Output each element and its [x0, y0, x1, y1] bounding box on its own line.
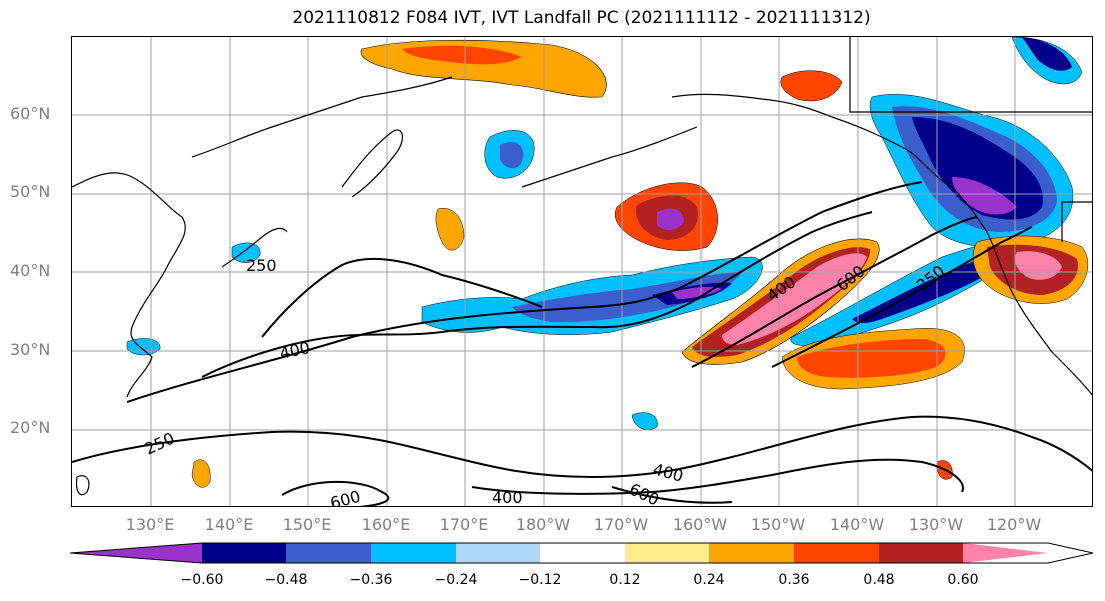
colorbar — [70, 542, 1094, 564]
colorbar-tick-9: 0.48 — [863, 572, 895, 588]
shade-yellowsea-blue — [126, 338, 161, 356]
lon-label-170e: 170°E — [439, 515, 489, 534]
contour-250-south — [72, 415, 1092, 479]
colorbar-tick-2: −0.48 — [264, 572, 308, 588]
contour-label-400-south: 400 — [492, 488, 523, 507]
coast-alaska — [671, 93, 953, 188]
coast-kamchatka — [341, 129, 404, 198]
contour-600-south-2 — [611, 486, 733, 504]
lon-label-140w: 140°W — [829, 515, 885, 534]
colorbar-bin-9 — [794, 543, 879, 563]
map-canvas: 250 400 250 600 400 400 600 250 400 600 — [72, 37, 1092, 507]
shade-bc-purple — [952, 177, 1017, 215]
contour-label-400-south-2: 400 — [651, 460, 685, 486]
lon-label-150w: 150°W — [750, 515, 806, 534]
colorbar-tick-10: 0.60 — [947, 572, 979, 588]
colorbar-tick-3: −0.36 — [349, 572, 393, 588]
colorbar-bin-7 — [625, 543, 709, 563]
lon-label-120w: 120°W — [986, 515, 1042, 534]
lon-label-160w: 160°W — [672, 515, 728, 534]
coast-philippines — [75, 475, 90, 496]
shade-alaska-orange — [780, 70, 843, 102]
shade-california-pink — [1015, 251, 1062, 280]
contour-label-250-japan: 250 — [246, 256, 277, 275]
colorbar-bin-10 — [879, 543, 963, 563]
colorbar-tick-1: −0.60 — [180, 572, 224, 588]
lat-label-60n: 60°N — [10, 104, 51, 123]
lon-label-130e: 130°E — [125, 515, 175, 534]
contour-label-250-west: 250 — [142, 428, 178, 458]
contour-600-ne — [691, 216, 978, 368]
ivt-contours — [72, 181, 1092, 506]
colorbar-bin-3 — [286, 543, 371, 563]
colorbar-bin-11 — [963, 543, 1048, 563]
shading-layer — [126, 37, 1089, 488]
contour-label-600-south: 600 — [328, 487, 362, 507]
lon-label-170w: 170°W — [593, 515, 649, 534]
colorbar-tick-4: −0.24 — [434, 572, 478, 588]
shade-mid-orange — [435, 207, 465, 251]
coast-japan — [221, 227, 288, 268]
shade-ne-pacific-pink — [722, 253, 867, 345]
contour-label-600-south-2: 600 — [626, 479, 662, 507]
border-box-nw — [849, 37, 1092, 242]
lat-label-30n: 30°N — [10, 340, 51, 359]
contour-400-south — [471, 458, 964, 495]
shade-trop-orange-1 — [191, 459, 211, 488]
lon-label-180w: 180°W — [515, 515, 571, 534]
lon-label-160e: 160°E — [361, 515, 411, 534]
shade-hawaii-blue — [631, 412, 658, 430]
lon-label-140e: 140°E — [204, 515, 254, 534]
shade-siberia-red — [402, 45, 522, 65]
lat-label-20n: 20°N — [10, 418, 51, 437]
colorbar-tick-5: −0.12 — [518, 572, 562, 588]
colorbar-bin-5 — [456, 543, 540, 563]
colorbar-bin-6 — [540, 543, 625, 563]
contour-400-west — [201, 211, 873, 378]
map-panel: 250 400 250 600 400 400 600 250 400 600 — [71, 36, 1093, 507]
colorbar-segments — [70, 542, 1094, 564]
coast-na-west — [951, 186, 1092, 396]
colorbar-tick-8: 0.36 — [778, 572, 810, 588]
coastlines — [72, 76, 1092, 496]
map-title: 2021110812 F084 IVT, IVT Landfall PC (20… — [292, 8, 871, 28]
lat-label-50n: 50°N — [10, 182, 51, 201]
contour-250-ne — [771, 226, 1033, 368]
contour-400-inner — [261, 257, 543, 338]
shade-subtrop-red — [797, 339, 946, 378]
coast-siberia-north — [191, 76, 453, 158]
shade-japan-blue — [231, 242, 261, 263]
lon-label-150e: 150°E — [282, 515, 332, 534]
shade-gulf-purple — [657, 208, 684, 230]
colorbar-tick-7: 0.24 — [693, 572, 725, 588]
coast-asia — [72, 172, 186, 398]
coast-aleutians — [521, 126, 698, 188]
colorbar-bin-8 — [709, 543, 794, 563]
colorbar-tick-6: 0.12 — [609, 572, 641, 588]
colorbar-bin-1 — [70, 543, 202, 563]
lat-label-40n: 40°N — [10, 261, 51, 280]
colorbar-bin-2 — [202, 543, 286, 563]
colorbar-bin-4 — [371, 543, 456, 563]
lon-label-130w: 130°W — [908, 515, 964, 534]
contour-600-south — [281, 480, 390, 506]
shade-yukon-navy — [1022, 37, 1072, 71]
colorbar-outline — [70, 542, 1094, 564]
graticule — [72, 37, 1092, 506]
contour-250-west — [126, 181, 923, 403]
shade-pacific-blue — [512, 272, 742, 323]
shade-pacific-purple — [672, 286, 722, 299]
shade-bering-darkblue — [500, 142, 524, 169]
contour-label-400-west: 400 — [278, 338, 312, 363]
